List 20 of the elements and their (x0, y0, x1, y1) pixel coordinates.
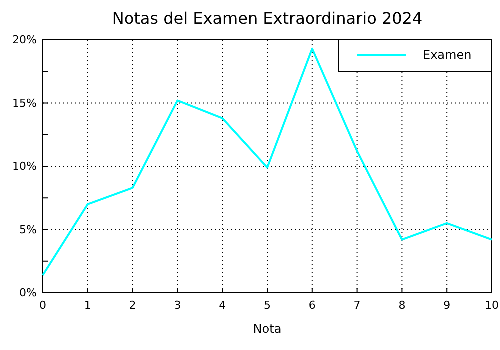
chart-title: Notas del Examen Extraordinario 2024 (112, 9, 423, 28)
y-tick-label: 10% (12, 160, 37, 174)
y-tick-label: 20% (12, 34, 37, 47)
legend-label: Examen (423, 48, 472, 62)
x-tick-label: 4 (219, 298, 226, 312)
x-tick-label: 6 (308, 298, 316, 312)
x-tick-label: 9 (444, 298, 451, 312)
x-tick-label: 2 (129, 298, 136, 312)
x-tick-label: 1 (84, 298, 92, 312)
x-tick-label: 3 (174, 298, 182, 312)
line-series (42, 48, 493, 276)
y-tick-label: 15% (12, 96, 37, 110)
x-tick-label: 5 (264, 298, 271, 312)
y-tick-label: 0% (20, 286, 37, 300)
x-tick-label: 0 (40, 298, 46, 312)
y-tick-label: 5% (20, 223, 37, 236)
x-tick-label: 8 (398, 298, 406, 312)
x-axis-title: Nota (253, 322, 282, 336)
x-tick-label: 10 (485, 298, 499, 312)
x-tick-label: 7 (354, 298, 361, 312)
